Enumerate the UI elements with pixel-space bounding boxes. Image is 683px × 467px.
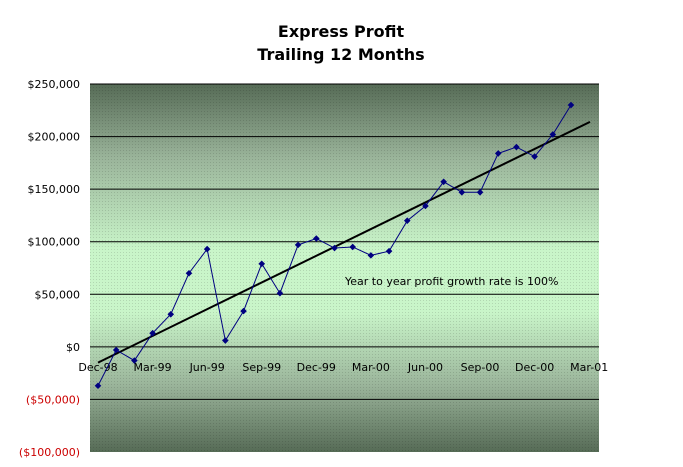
chart-title-line-2: Trailing 12 Months	[257, 45, 424, 64]
data-point	[131, 357, 138, 364]
x-tick-label: Dec-98	[78, 361, 117, 374]
x-tick-label: Dec-99	[297, 361, 336, 374]
data-point	[567, 101, 575, 109]
trend-line	[97, 120, 591, 364]
x-tick-label: Jun-00	[407, 361, 443, 374]
data-point	[276, 289, 284, 297]
y-tick-label: $50,000	[35, 288, 81, 301]
data-point	[112, 346, 120, 354]
y-tick-label: $200,000	[28, 131, 81, 144]
data-point	[385, 247, 393, 255]
data-point	[222, 337, 229, 344]
data-point	[349, 243, 356, 251]
data-point	[458, 188, 466, 196]
y-tick-label: $0	[66, 341, 80, 354]
data-point	[94, 382, 102, 390]
y-tick-label: ($100,000)	[19, 446, 80, 459]
data-point	[440, 178, 447, 186]
data-point	[331, 244, 338, 252]
data-point	[531, 153, 538, 160]
x-tick-label: Mar-00	[352, 361, 390, 374]
data-point	[149, 329, 156, 337]
x-tick-label: Sep-99	[242, 361, 281, 374]
x-axis-tick-labels: Dec-98 Mar-99 Jun-99 Sep-99 Dec-99 Mar-00 Jun-…	[78, 361, 608, 374]
plot-area-texture	[90, 84, 599, 452]
data-point	[403, 217, 411, 224]
y-tick-label: ($50,000)	[26, 393, 80, 406]
gridlines	[90, 83, 599, 400]
data-point	[422, 202, 429, 210]
chart-title-line-1: Express Profit	[278, 22, 405, 41]
data-point	[167, 310, 175, 318]
data-point	[549, 131, 557, 138]
y-tick-label: $100,000	[28, 236, 81, 249]
x-tick-label: Jun-99	[189, 361, 225, 374]
data-point	[203, 245, 211, 253]
data-point	[513, 143, 520, 151]
data-point	[367, 252, 375, 259]
x-tick-label: Mar-99	[134, 361, 172, 374]
data-point	[313, 235, 320, 242]
y-tick-label: $150,000	[28, 183, 81, 196]
x-tick-label: Dec-00	[515, 361, 554, 374]
data-point	[258, 260, 266, 268]
growth-annotation: Year to year profit growth rate is 100%	[344, 275, 558, 288]
y-tick-label: $250,000	[28, 78, 81, 91]
data-point	[476, 188, 484, 196]
data-point	[494, 150, 502, 157]
data-point	[294, 241, 302, 249]
data-points	[94, 101, 575, 390]
x-tick-label: Mar-01	[570, 361, 608, 374]
data-point	[240, 307, 247, 315]
y-axis-tick-labels: $250,000 $200,000 $150,000 $100,000 $50,000 $…	[19, 78, 80, 459]
x-tick-label: Sep-00	[461, 361, 500, 374]
data-point	[185, 269, 193, 277]
